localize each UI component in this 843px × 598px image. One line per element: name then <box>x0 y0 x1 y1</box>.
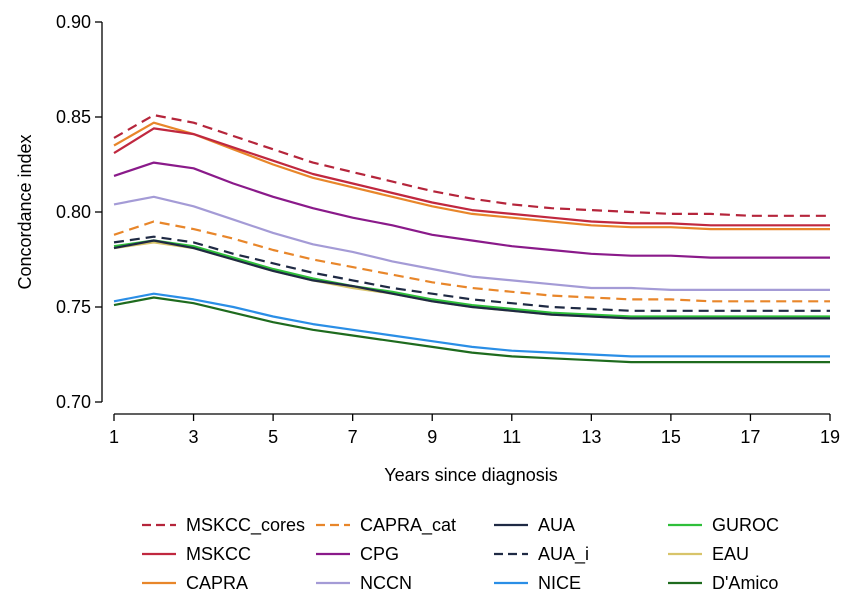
legend-item-cpg: CPG <box>316 544 399 564</box>
x-tick-label: 19 <box>820 427 840 447</box>
legend-item-aua: AUA <box>494 515 575 535</box>
x-tick-label: 7 <box>348 427 358 447</box>
series-line-nice <box>113 292 830 358</box>
series-line-nccn <box>113 195 830 291</box>
x-tick-label: 9 <box>427 427 437 447</box>
x-tick-label: 11 <box>502 427 521 447</box>
legend-item-d-amico: D'Amico <box>668 573 778 593</box>
legend-label: CAPRA <box>186 573 248 593</box>
legend-label: EAU <box>712 544 749 564</box>
legend: MSKCC_cores CAPRA_cat AUA GUROC MSKCC CPG AUA_… <box>142 515 779 593</box>
y-tick-label: 0.90 <box>56 12 91 32</box>
legend-label: AUA_i <box>538 544 589 565</box>
x-axis-title: Years since diagnosis <box>384 465 557 485</box>
legend-label: CAPRA_cat <box>360 515 456 536</box>
legend-item-mskcc-cores: MSKCC_cores <box>142 515 305 536</box>
x-axis: 1 3 5 7 9 11 13 15 17 19 <box>109 413 840 447</box>
series-line-cpg <box>113 161 830 259</box>
series-line-capra <box>113 121 830 231</box>
legend-item-aua-i: AUA_i <box>494 544 589 565</box>
series-line-d-amico <box>113 296 830 364</box>
x-tick-label: 17 <box>740 427 760 447</box>
y-tick-label: 0.85 <box>56 107 91 127</box>
legend-item-eau: EAU <box>668 544 749 564</box>
legend-label: NCCN <box>360 573 412 593</box>
y-tick-label: 0.80 <box>56 202 91 222</box>
series-line-aua-i <box>113 235 830 312</box>
legend-label: GUROC <box>712 515 779 535</box>
x-tick-label: 13 <box>581 427 601 447</box>
x-tick-label: 3 <box>189 427 199 447</box>
series-line-mskcc-cores <box>113 113 830 217</box>
y-axis: 0.70 0.75 0.80 0.85 0.90 <box>56 12 103 412</box>
legend-item-nccn: NCCN <box>316 573 412 593</box>
series-line-aua <box>113 239 830 320</box>
legend-item-guroc: GUROC <box>668 515 779 535</box>
legend-label: MSKCC <box>186 544 251 564</box>
legend-item-nice: NICE <box>494 573 581 593</box>
x-tick-label: 15 <box>661 427 681 447</box>
series-line-guroc <box>113 239 830 318</box>
x-tick-label: 1 <box>109 427 119 447</box>
legend-label: MSKCC_cores <box>186 515 305 536</box>
y-tick-label: 0.70 <box>56 392 91 412</box>
legend-label: D'Amico <box>712 573 778 593</box>
y-tick-label: 0.75 <box>56 297 91 317</box>
legend-item-mskcc: MSKCC <box>142 544 251 564</box>
series-layer <box>113 113 830 364</box>
legend-item-capra: CAPRA <box>142 573 248 593</box>
legend-label: CPG <box>360 544 399 564</box>
x-tick-label: 5 <box>268 427 278 447</box>
legend-label: AUA <box>538 515 575 535</box>
legend-label: NICE <box>538 573 581 593</box>
legend-item-capra-cat: CAPRA_cat <box>316 515 456 536</box>
y-axis-title: Concordance index <box>15 134 35 289</box>
series-line-mskcc <box>113 127 830 227</box>
